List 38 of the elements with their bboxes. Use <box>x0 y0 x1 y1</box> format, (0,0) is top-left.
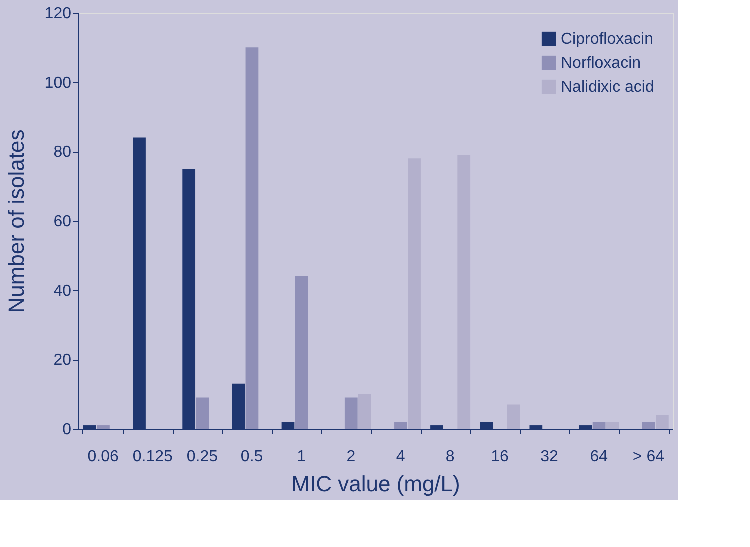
y-tick-label: 40 <box>54 282 72 300</box>
bar <box>458 155 471 429</box>
y-tick-label: 100 <box>44 74 72 92</box>
bar <box>394 422 408 429</box>
y-tick-label: 80 <box>54 144 72 162</box>
bar <box>196 398 210 429</box>
bar <box>97 426 110 429</box>
x-tick-label: 2 <box>346 448 356 466</box>
y-axis-title: Number of isolates <box>4 130 29 314</box>
x-tick-label: 0.06 <box>88 448 119 466</box>
x-tick-label: > 64 <box>632 448 665 466</box>
legend-label: Ciprofloxacin <box>561 31 654 48</box>
x-tick-label: 1 <box>297 448 306 466</box>
x-tick-label: 0.25 <box>186 448 218 466</box>
bar <box>344 398 358 429</box>
y-tick-label: 20 <box>54 352 72 370</box>
y-tick-label: 60 <box>54 214 72 230</box>
bar <box>592 422 606 429</box>
x-tick-label: 64 <box>590 448 608 466</box>
bar <box>606 422 620 429</box>
bar <box>642 422 656 429</box>
x-tick-label: 0.5 <box>240 448 264 466</box>
legend-label: Nalidixic acid <box>561 79 654 96</box>
legend-label: Norfloxacin <box>561 55 642 72</box>
bar <box>295 276 308 429</box>
bar <box>246 48 259 429</box>
y-tick-label: 0 <box>62 422 72 438</box>
x-axis-title: MIC value (mg/L) <box>292 472 460 496</box>
bar <box>656 415 669 429</box>
x-tick-label: 8 <box>446 448 455 466</box>
bar <box>507 404 520 429</box>
x-tick-label: 4 <box>396 448 406 466</box>
y-tick-label: 120 <box>44 6 72 22</box>
bar <box>358 394 372 429</box>
bar <box>408 158 421 429</box>
x-tick-label: 16 <box>491 448 509 466</box>
x-tick-label: 0.125 <box>132 448 173 466</box>
x-tick-label: 32 <box>540 448 559 466</box>
